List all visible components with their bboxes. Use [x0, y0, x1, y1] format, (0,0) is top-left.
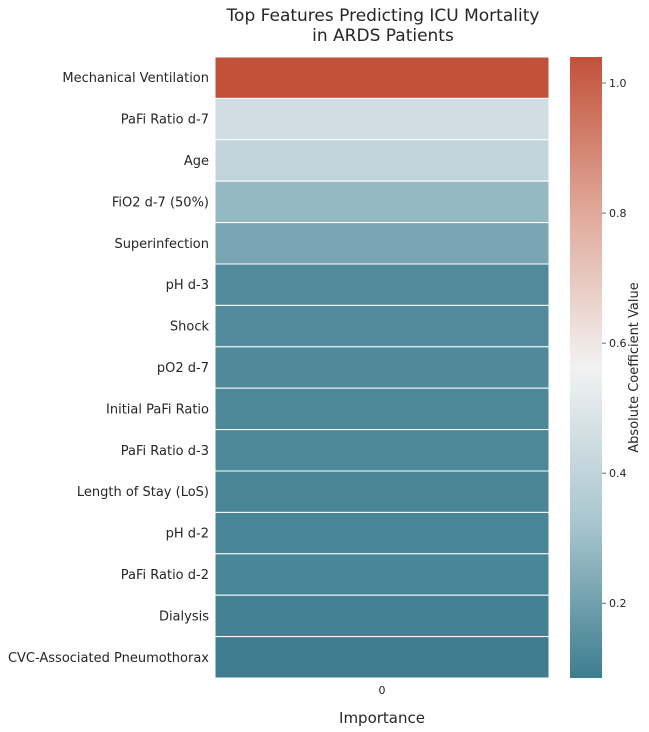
feature-labels: Mechanical Ventilation PaFi Ratio d-7 Age F…	[8, 71, 210, 666]
chart-title-line-1: Top Features Predicting ICU Mortality	[226, 6, 540, 26]
x-tick-label: 0	[379, 684, 386, 697]
x-axis-title: Importance	[339, 709, 425, 727]
heatmap-cells	[214, 56, 550, 679]
feature-label: pH d-3	[166, 278, 209, 293]
heatmap-cell	[214, 263, 550, 306]
heatmap-cell	[214, 304, 550, 348]
feature-label: Initial PaFi Ratio	[106, 402, 209, 417]
heatmap-cell	[214, 387, 550, 431]
feature-label: CVC-Associated Pneumothorax	[8, 651, 209, 666]
heatmap-cell	[214, 346, 550, 389]
heatmap-cell	[214, 594, 550, 638]
feature-label: Dialysis	[159, 609, 209, 624]
heatmap-cell	[214, 636, 550, 679]
feature-label: pH d-2	[166, 527, 209, 542]
heatmap-cell	[214, 97, 550, 141]
chart-title-line-2: in ARDS Patients	[312, 26, 454, 46]
heatmap-cell	[214, 429, 550, 472]
feature-label: PaFi Ratio d-7	[121, 113, 209, 128]
colorbar-tick-label: 1.0	[609, 77, 627, 90]
feature-label: PaFi Ratio d-3	[121, 444, 209, 459]
feature-label: Length of Stay (LoS)	[77, 485, 209, 500]
colorbar-tick-label: 0.4	[609, 467, 627, 480]
colorbar-tick-label: 0.2	[609, 597, 627, 610]
colorbar	[570, 57, 602, 678]
colorbar-title: Absolute Coefficient Value	[627, 282, 642, 452]
colorbar-tick-label: 0.6	[609, 337, 627, 350]
heatmap-cell	[214, 56, 550, 99]
heatmap-cell	[214, 180, 550, 224]
feature-label: Superinfection	[114, 237, 209, 252]
heatmap-cell	[214, 553, 550, 596]
feature-label: FiO2 d-7 (50%)	[112, 195, 209, 210]
feature-label: PaFi Ratio d-2	[121, 568, 209, 583]
feature-label: Mechanical Ventilation	[62, 71, 209, 86]
heatmap-cell	[214, 222, 550, 265]
heatmap-cell	[214, 139, 550, 182]
colorbar-ticks: 0.2 0.4 0.6 0.8 1.0	[602, 77, 627, 610]
feature-label: pO2 d-7	[157, 361, 209, 376]
heatmap-cell	[214, 470, 550, 513]
feature-label: Shock	[170, 320, 210, 335]
heatmap-cell	[214, 511, 550, 555]
feature-label: Age	[184, 154, 209, 169]
colorbar-tick-label: 0.8	[609, 207, 627, 220]
